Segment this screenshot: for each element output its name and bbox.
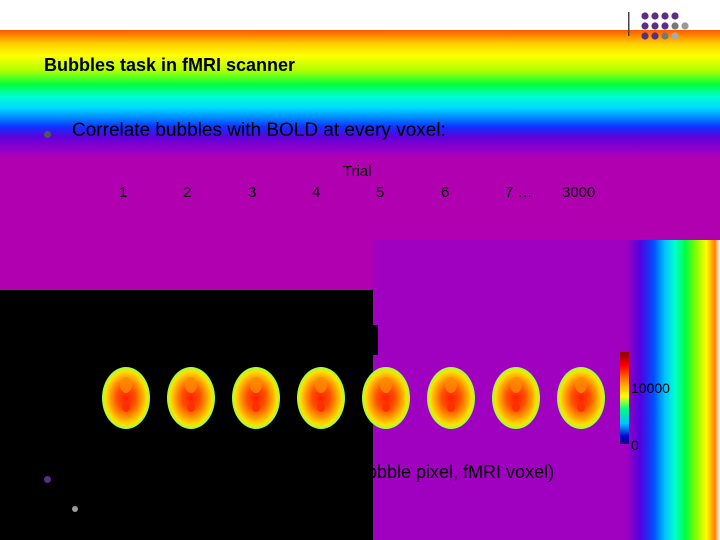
brain-scan bbox=[232, 367, 280, 429]
bullet-bottom-text: bbble pixel, fMRI voxel) bbox=[367, 462, 555, 482]
trial-number: 1 bbox=[119, 184, 128, 201]
brain-scans-row bbox=[102, 367, 605, 429]
trial-number: 5 bbox=[376, 184, 385, 201]
brain-scan bbox=[167, 367, 215, 429]
trial-label: Trial bbox=[343, 163, 372, 180]
colorbar-max-label: 10000 bbox=[631, 380, 670, 396]
bullet-main-icon bbox=[44, 131, 51, 138]
brain-scan bbox=[362, 367, 410, 429]
brain-scan bbox=[557, 367, 605, 429]
slide-title: Bubbles task in fMRI scanner bbox=[44, 55, 296, 75]
sub-bullet-icon bbox=[72, 506, 78, 512]
trial-number: 3000 bbox=[562, 184, 596, 201]
colorbar-min-label: 0 bbox=[631, 437, 639, 453]
dot-grid-logo-icon bbox=[628, 12, 689, 40]
trial-number: 4 bbox=[312, 184, 321, 201]
brain-scan bbox=[297, 367, 345, 429]
trial-number: 2 bbox=[183, 184, 192, 201]
trial-number: 7 … bbox=[505, 184, 533, 201]
brain-scan bbox=[427, 367, 475, 429]
brain-scan bbox=[102, 367, 150, 429]
trial-number: 3 bbox=[248, 184, 257, 201]
colorbar bbox=[620, 352, 629, 444]
brain-scan bbox=[492, 367, 540, 429]
bullet-main-text: Correlate bubbles with BOLD at every vox… bbox=[72, 120, 446, 141]
black-overlay-tab bbox=[368, 325, 378, 355]
bullet-bottom-icon bbox=[44, 476, 51, 483]
trial-number: 6 bbox=[441, 184, 450, 201]
